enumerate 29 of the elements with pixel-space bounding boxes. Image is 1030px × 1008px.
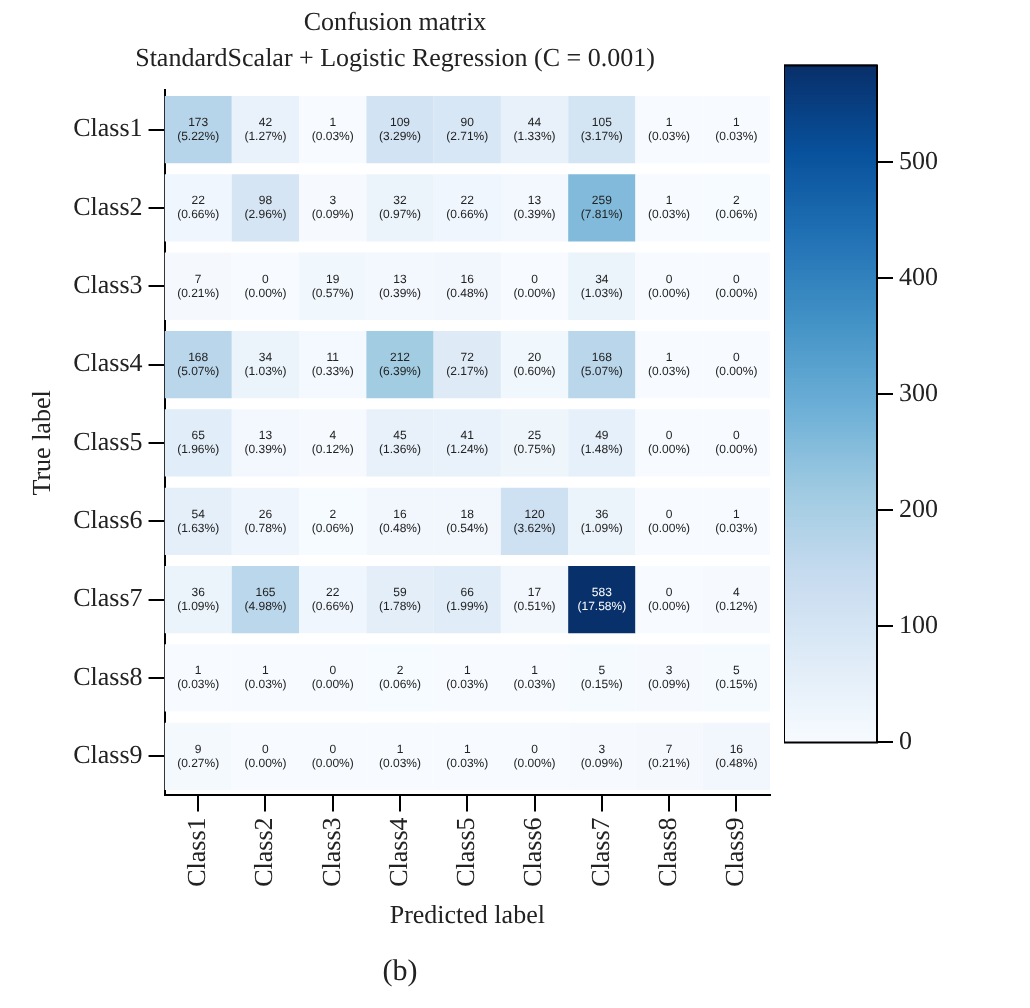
color-bar-label: 300 [899, 376, 938, 407]
y-tick-label: Class4 [73, 347, 144, 378]
y-tick-label: Class2 [73, 190, 143, 221]
x-tick-label: Class4 [382, 816, 413, 887]
x-tick-label: Class1 [181, 817, 212, 887]
y-tick-label: Class3 [73, 269, 143, 300]
text: (b) [380, 956, 420, 990]
x-tick-label: Class7 [584, 816, 615, 887]
x-axis-title: Predicted label [389, 899, 546, 930]
y-tick-label: Class6 [73, 504, 144, 535]
color-bar-label: 500 [899, 144, 938, 175]
y-tick-label: Class8 [73, 660, 143, 691]
x-tick-label: Class9 [719, 817, 750, 887]
x-tick-label: Class3 [315, 817, 346, 887]
y-tick-label: Class1 [73, 112, 143, 143]
color-bar-label: 400 [899, 260, 938, 291]
x-tick-label: Class5 [450, 817, 481, 887]
y-tick-label: Class9 [73, 739, 143, 770]
x-tick-label: Class6 [517, 816, 548, 887]
y-axis-title: True label [26, 389, 57, 496]
y-tick-label: Class5 [73, 425, 143, 456]
color-bar-label: 100 [899, 609, 938, 640]
color-bar-label: 200 [899, 493, 938, 524]
x-tick-label: Class2 [248, 817, 279, 887]
chart-subtitle: StandardScalar + Logistic Regression (C = 0.001) [135, 41, 655, 72]
chart-title: Confusion matrix [303, 6, 488, 37]
y-tick-label: Class7 [73, 582, 144, 613]
color-bar-label: 0 [899, 725, 912, 756]
x-tick-label: Class8 [651, 817, 682, 887]
